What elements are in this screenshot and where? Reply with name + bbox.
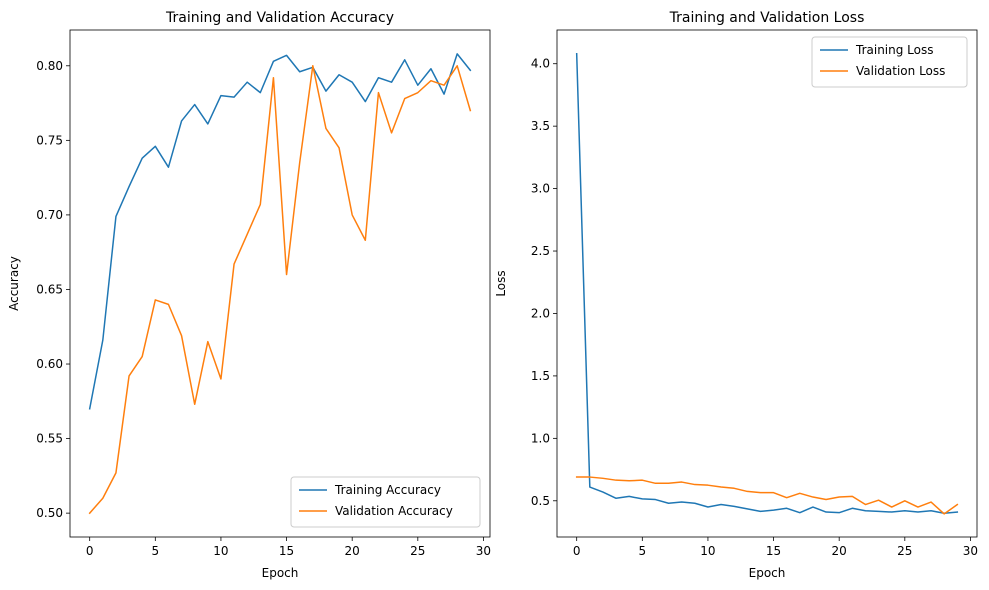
- legend-label: Training Accuracy: [334, 483, 441, 497]
- legend-label: Training Loss: [855, 43, 933, 57]
- x-tick-label: 15: [279, 544, 294, 558]
- y-tick-label: 2.0: [531, 306, 550, 320]
- axes-frame: [69, 29, 491, 538]
- y-tick-label: 0.5: [531, 494, 550, 508]
- series-line-validation-loss: [575, 476, 959, 515]
- legend-box: [811, 36, 968, 88]
- series-line-training-accuracy: [88, 53, 472, 410]
- x-tick-label: 5: [151, 544, 159, 558]
- x-tick-label: 30: [476, 544, 491, 558]
- x-tick-label: 0: [573, 544, 581, 558]
- x-tick-label: 30: [963, 544, 978, 558]
- x-tick-label: 25: [410, 544, 425, 558]
- x-tick-label: 20: [832, 544, 847, 558]
- x-tick-label: 0: [86, 544, 94, 558]
- legend-label: Validation Accuracy: [335, 504, 453, 518]
- y-tick-label: 0.60: [36, 357, 63, 371]
- legend: Training Loss Validation Loss: [811, 36, 968, 88]
- y-tick-label: 1.5: [531, 369, 550, 383]
- x-tick-label: 25: [897, 544, 912, 558]
- y-tick-label: 0.70: [36, 208, 63, 222]
- y-tick-label: 0.65: [36, 282, 63, 296]
- chart-panel-1: Training and Validation Accuracy 0 5 10 15 20…: [7, 10, 491, 580]
- x-tick-label: 10: [700, 544, 715, 558]
- legend-label: Validation Loss: [856, 64, 945, 78]
- y-tick-label: 0.75: [36, 133, 63, 147]
- y-tick-label: 0.80: [36, 59, 63, 73]
- y-tick-label: 2.5: [531, 244, 550, 258]
- axes-frame: [556, 29, 978, 538]
- series-line-training-loss: [575, 52, 959, 515]
- x-tick-label: 10: [213, 544, 228, 558]
- y-tick-label: 4.0: [531, 57, 550, 71]
- x-axis-label: Epoch: [262, 566, 299, 580]
- x-tick-label: 20: [345, 544, 360, 558]
- y-tick-label: 1.0: [531, 431, 550, 445]
- y-axis-label: Accuracy: [7, 256, 21, 311]
- legend: Training Accuracy Validation Accuracy: [290, 476, 481, 528]
- x-tick-label: 15: [766, 544, 781, 558]
- y-axis-label: Loss: [494, 270, 508, 296]
- y-tick-label: 0.55: [36, 432, 63, 446]
- x-axis-label: Epoch: [749, 566, 786, 580]
- chart-panel-2: Training and Validation Loss 0 5 10 15 20 25 30…: [494, 10, 978, 580]
- y-tick-label: 0.50: [36, 506, 63, 520]
- x-tick-label: 5: [638, 544, 646, 558]
- chart-title: Training and Validation Loss: [669, 10, 865, 26]
- y-tick-label: 3.0: [531, 182, 550, 196]
- chart-title: Training and Validation Accuracy: [165, 10, 394, 26]
- series-line-validation-accuracy: [88, 65, 472, 515]
- y-tick-label: 3.5: [531, 119, 550, 133]
- legend-box: [290, 476, 481, 528]
